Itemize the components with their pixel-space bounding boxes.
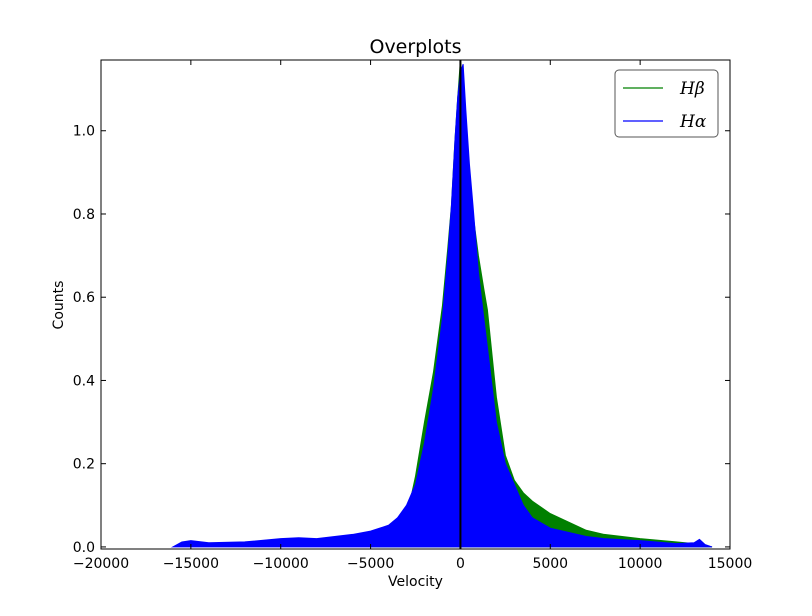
x-tick-label: 5000	[532, 556, 568, 572]
plot-area	[170, 60, 713, 549]
x-tick-label: 15000	[708, 556, 753, 572]
x-axis-label: Velocity	[388, 574, 443, 590]
x-tick-label: −20000	[73, 556, 129, 572]
x-axis: −20000 −15000 −10000 −5000 0 5000 10000 15000	[73, 60, 752, 572]
y-tick-label: 0.6	[73, 290, 95, 306]
y-tick-label: 0.2	[73, 457, 95, 473]
legend-label: Hβ	[679, 79, 705, 99]
y-tick-label: 0.4	[73, 373, 95, 389]
legend: Hβ Hα	[614, 69, 719, 138]
y-tick-label: 0.8	[73, 207, 95, 223]
x-tick-label: 0	[456, 556, 465, 572]
plot-frame	[100, 59, 731, 550]
x-tick-label: −5000	[347, 556, 394, 572]
y-tick-label: 0.0	[73, 540, 95, 556]
y-axis: 0.0 0.2 0.4 0.6 0.8 1.0	[73, 124, 730, 556]
y-tick-label: 1.0	[73, 124, 95, 140]
legend-box	[614, 69, 719, 138]
chart-title: Overplots	[369, 36, 461, 58]
y-axis-label: Counts	[51, 281, 67, 330]
series-area-2	[170, 64, 713, 548]
legend-label: Hα	[679, 112, 707, 132]
x-tick-label: −10000	[253, 556, 309, 572]
x-tick-label: −15000	[163, 556, 219, 572]
x-tick-label: 10000	[618, 556, 663, 572]
